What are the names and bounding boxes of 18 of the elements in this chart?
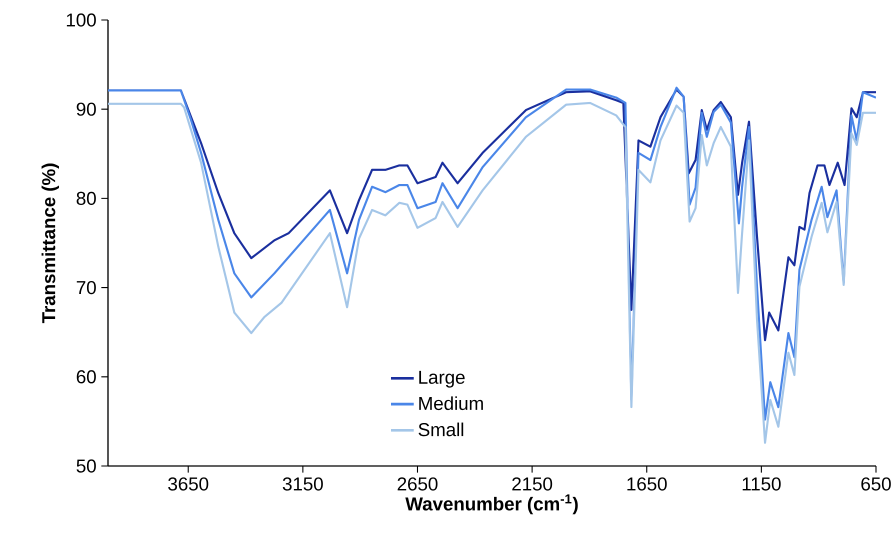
y-tick-label: 50 [76,459,96,473]
y-axis-title: Transmittance (%) [42,164,59,324]
legend-label: Small [418,422,464,436]
x-axis-title: Wavenumber (cm$^{-1}$) [405,494,578,514]
legend-label: Large [419,370,465,388]
x-tick-label: 2650 [398,477,438,491]
y-tick-label: 80 [76,192,96,206]
x-tick-label: 2150 [512,477,552,491]
x-tick-label: 3150 [282,477,323,491]
x-tick-label: 3650 [168,477,208,491]
y-tick-label: 100 [66,13,96,27]
y-tick-label: 90 [76,102,96,116]
x-tick-label: 1650 [627,477,667,491]
y-tick-label: 60 [76,370,96,384]
y-tick-label: 70 [76,280,96,294]
x-tick-label: 650 [861,477,891,491]
x-tick-label: 1150 [742,477,781,491]
legend-label: Medium [419,396,483,410]
